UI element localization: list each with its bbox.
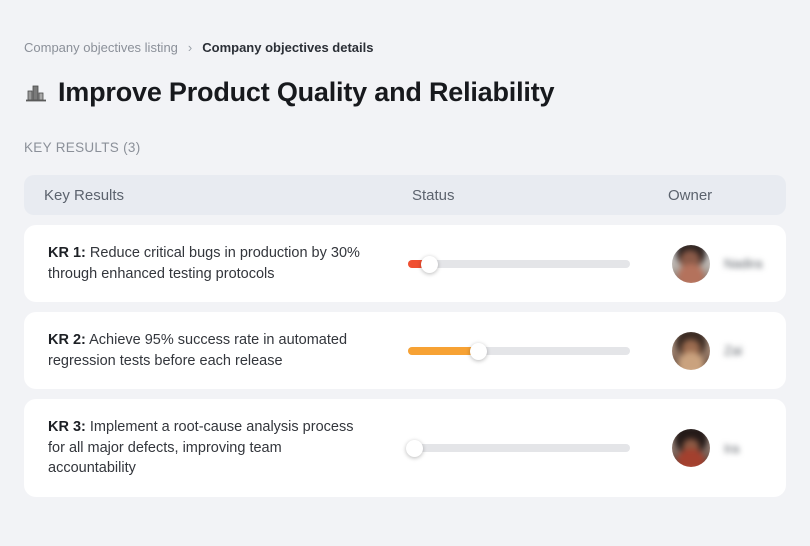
kr-description: KR 2: Achieve 95% success rate in automa… xyxy=(48,330,370,371)
progress-slider xyxy=(405,440,630,458)
owner-cell: Zai xyxy=(672,331,786,370)
progress-thumb[interactable] xyxy=(421,255,439,273)
table-header: Key Results Status Owner xyxy=(24,175,786,215)
progress-track xyxy=(408,259,630,268)
kr-description: KR 1: Reduce critical bugs in production… xyxy=(48,243,370,284)
avatar-photo xyxy=(672,244,710,283)
owner-cell: Ira xyxy=(672,429,786,468)
progress-track xyxy=(408,346,630,355)
owner-avatar xyxy=(672,331,710,370)
key-result-row[interactable]: KR 2: Achieve 95% success rate in automa… xyxy=(24,312,786,390)
kr-description: KR 3: Implement a root-cause analysis pr… xyxy=(48,417,370,479)
kr-number-label: KR 3: xyxy=(48,419,86,436)
column-header-owner: Owner xyxy=(668,186,713,204)
owner-name: Nadira xyxy=(724,256,763,272)
breadcrumb-current-page: Company objectives details xyxy=(202,40,374,55)
objective-details-page: Company objectives listing › Company obj… xyxy=(24,0,786,498)
kr-number-label: KR 2: xyxy=(48,332,86,349)
owner-cell: Nadira xyxy=(672,244,786,283)
progress-thumb[interactable] xyxy=(470,342,488,360)
progress-slider xyxy=(408,342,630,360)
progress-fill xyxy=(408,259,431,268)
cityscape-buildings-icon xyxy=(24,81,48,105)
owner-name: Ira xyxy=(724,440,740,456)
kr-description-text: Implement a root-cause analysis process … xyxy=(48,419,354,477)
title-row: Improve Product Quality and Reliability xyxy=(24,77,786,108)
kr-description-text: Achieve 95% success rate in automated re… xyxy=(48,332,348,369)
progress-slider xyxy=(408,255,630,273)
progress-thumb[interactable] xyxy=(405,440,423,458)
kr-number-label: KR 1: xyxy=(48,245,86,261)
owner-avatar xyxy=(672,429,710,468)
breadcrumb: Company objectives listing › Company obj… xyxy=(24,0,786,55)
progress-track xyxy=(408,444,630,453)
progress-fill xyxy=(408,346,480,355)
avatar-photo xyxy=(672,331,710,370)
breadcrumb-listing-link[interactable]: Company objectives listing xyxy=(24,40,178,55)
key-result-row[interactable]: KR 1: Reduce critical bugs in production… xyxy=(24,225,786,303)
column-header-status: Status xyxy=(412,186,455,204)
page-title: Improve Product Quality and Reliability xyxy=(58,77,555,107)
column-header-key-results: Key Results xyxy=(44,186,125,204)
chevron-right-icon: › xyxy=(187,40,193,55)
key-result-row[interactable]: KR 3: Implement a root-cause analysis pr… xyxy=(24,399,786,498)
owner-name: Zai xyxy=(724,343,743,359)
avatar-photo xyxy=(672,429,710,468)
owner-avatar xyxy=(672,244,710,283)
key-results-count-label: KEY RESULTS (3) xyxy=(24,140,141,155)
kr-description-text: Reduce critical bugs in production by 30… xyxy=(48,245,360,282)
